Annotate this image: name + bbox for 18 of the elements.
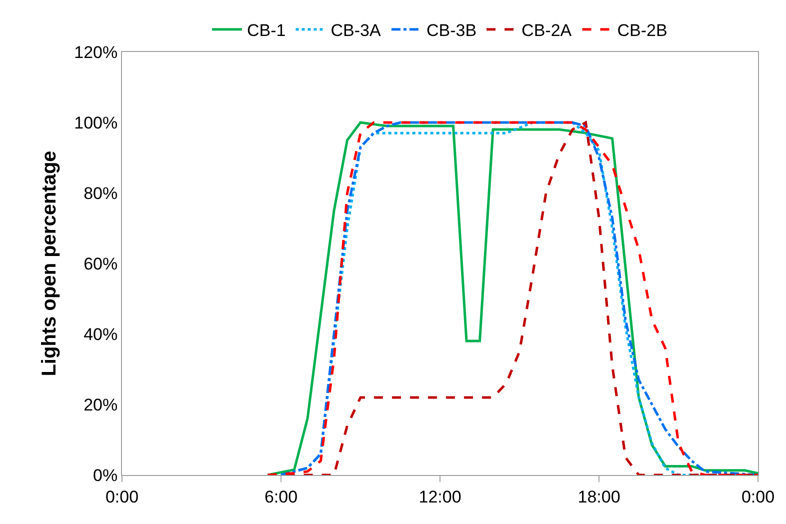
x-tick-label: 12:00	[418, 487, 462, 506]
y-tick-label: 60%	[84, 254, 118, 274]
legend-label: CB-3A	[330, 20, 382, 40]
x-tick-label: 18:00	[578, 487, 620, 506]
y-tick-label: 40%	[84, 324, 118, 344]
y-tick-label: 0%	[93, 466, 118, 485]
y-tick-label: 120%	[74, 42, 118, 62]
y-tick-label: 100%	[74, 113, 118, 132]
x-tick-label: 0:00	[105, 487, 139, 506]
legend-label: CB-1	[247, 20, 286, 40]
x-tick-label: 6:00	[264, 487, 298, 506]
y-tick-label: 20%	[84, 395, 118, 414]
y-tick-label: 80%	[84, 184, 118, 203]
legend-label: CB-2A	[522, 20, 572, 40]
y-axis-title: Lights open percentage	[38, 150, 61, 376]
x-tick-label: 0:00	[741, 487, 775, 506]
legend-label: CB-3B	[426, 20, 477, 40]
legend-label: CB-2B	[617, 20, 668, 40]
